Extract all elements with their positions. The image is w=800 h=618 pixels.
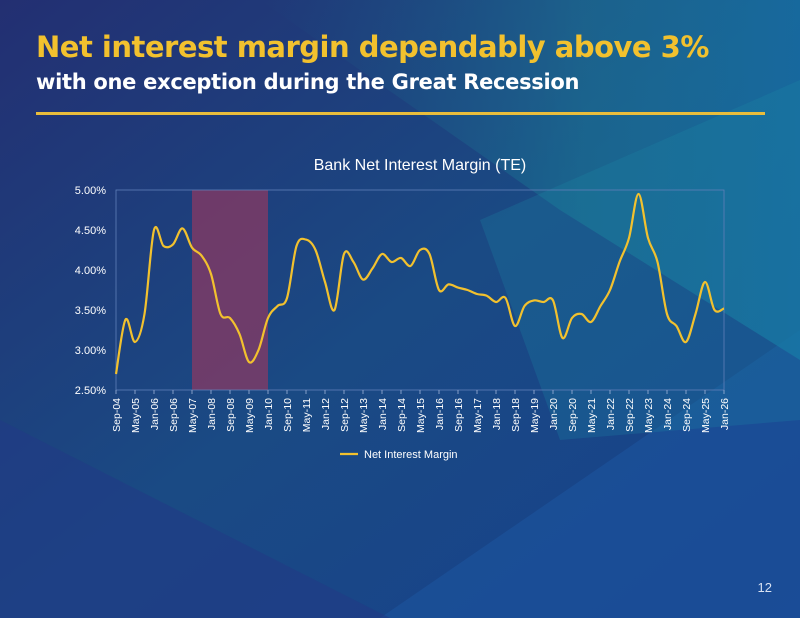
series-line-net-interest-margin <box>114 192 725 375</box>
y-tick-label: 5.00% <box>75 185 106 197</box>
x-tick-label: May-19 <box>529 398 541 433</box>
y-tick-label: 2.50% <box>75 385 106 397</box>
x-tick-label: May-25 <box>700 398 712 433</box>
y-tick-label: 3.50% <box>75 305 106 317</box>
title-divider <box>36 112 765 115</box>
slide-title: Net interest margin dependably above 3% <box>36 30 709 64</box>
x-tick-label: Jan-18 <box>491 398 503 430</box>
x-tick-label: Sep-20 <box>567 398 579 432</box>
x-tick-label: May-23 <box>643 398 655 433</box>
x-tick-label: May-13 <box>358 398 370 433</box>
x-tick-label: Jan-16 <box>434 398 446 430</box>
x-tick-label: Sep-22 <box>624 398 636 432</box>
x-tick-label: Jan-26 <box>719 398 731 430</box>
y-tick-label: 4.00% <box>75 265 106 277</box>
x-tick-label: May-05 <box>130 398 142 433</box>
x-tick-label: Sep-16 <box>453 398 465 432</box>
x-tick-label: Sep-08 <box>225 398 237 432</box>
x-tick-label: May-17 <box>472 398 484 433</box>
x-tick-label: Jan-22 <box>605 398 617 430</box>
x-tick-label: Jan-24 <box>662 398 674 430</box>
y-tick-label: 3.00% <box>75 345 106 357</box>
x-tick-label: Sep-06 <box>168 398 180 432</box>
x-tick-label: Jan-10 <box>263 398 275 430</box>
x-tick-label: Jan-12 <box>320 398 332 430</box>
nim-line-chart: Bank Net Interest Margin (TE) 2.50% 3.00% 3… <box>75 157 731 461</box>
x-tick-label: Jan-08 <box>206 398 218 430</box>
x-tick-label: May-07 <box>187 398 199 433</box>
x-tick-label: May-09 <box>244 398 256 433</box>
x-tick-label: Sep-12 <box>339 398 351 432</box>
legend-label: Net Interest Margin <box>364 449 458 461</box>
x-tick-label: Jan-14 <box>377 398 389 430</box>
x-tick-label: Sep-14 <box>396 398 408 432</box>
x-tick-label: Jan-20 <box>548 398 560 430</box>
x-tick-label: May-11 <box>301 398 313 432</box>
x-tick-label: Sep-04 <box>111 398 123 432</box>
x-tick-label: May-21 <box>586 398 598 433</box>
x-tick-label: May-15 <box>415 398 427 433</box>
x-tick-label: Sep-18 <box>510 398 522 432</box>
page-number: 12 <box>757 580 772 595</box>
x-tick-label: Sep-24 <box>681 398 693 432</box>
slide-subtitle: with one exception during the Great Rece… <box>36 70 580 94</box>
x-tick-label: Sep-10 <box>282 398 294 432</box>
chart-title: Bank Net Interest Margin (TE) <box>314 157 527 174</box>
recession-band <box>192 190 268 390</box>
x-tick-label: Jan-06 <box>149 398 161 430</box>
y-tick-label: 4.50% <box>75 225 106 237</box>
